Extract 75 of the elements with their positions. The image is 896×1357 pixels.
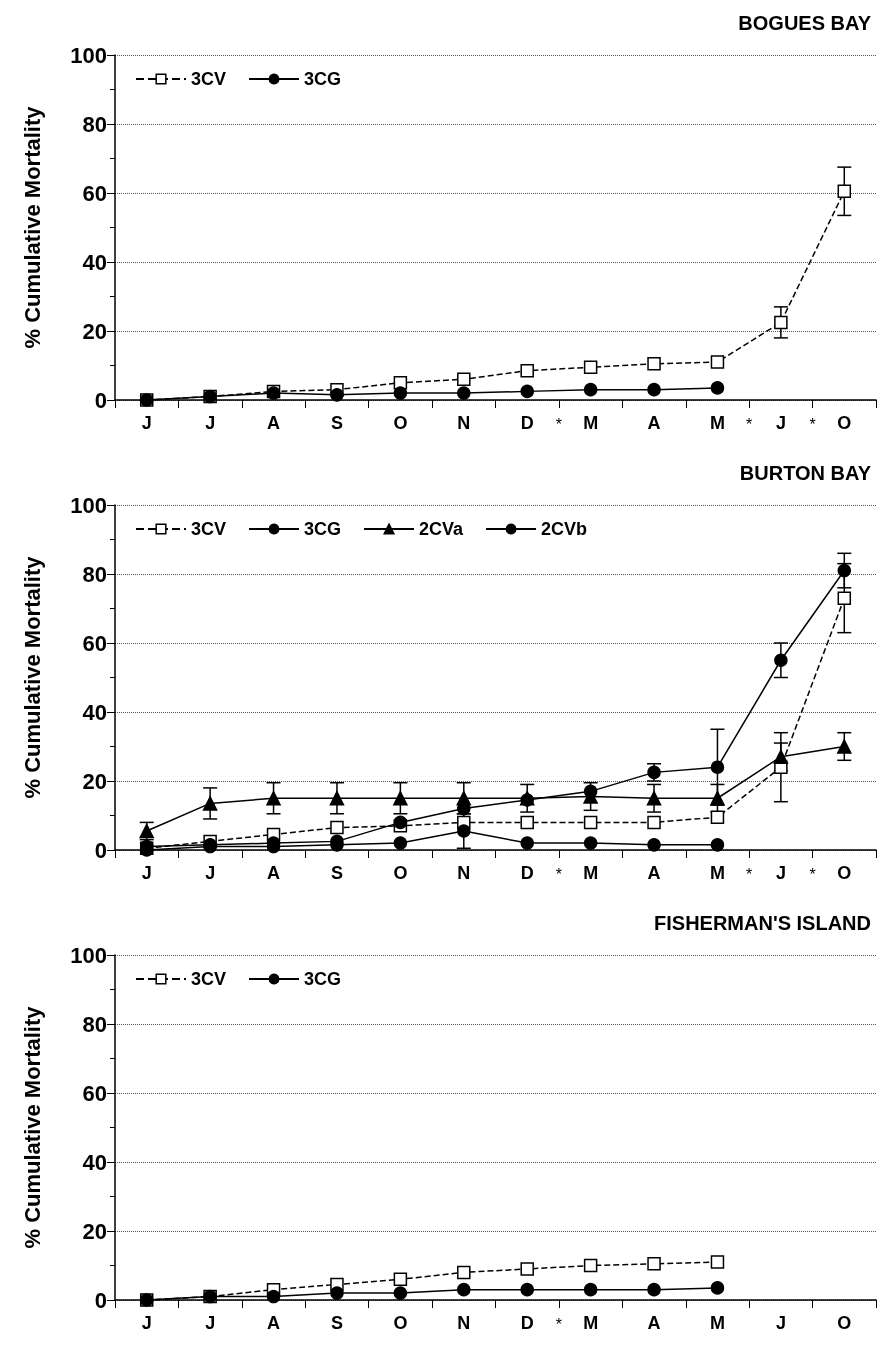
x-tick-label: N xyxy=(457,863,471,883)
x-tick-label: J xyxy=(775,413,786,433)
legend-label: 3CV xyxy=(191,69,227,89)
y-tick-label: 100 xyxy=(70,492,107,518)
legend-label: 2CVa xyxy=(419,519,465,539)
x-tick-label: J xyxy=(205,413,216,433)
y-axis-title: % Cumulative Mortality xyxy=(19,105,45,349)
x-tick-label: J xyxy=(775,863,786,883)
y-tick-label: 20 xyxy=(82,1218,107,1244)
x-tick-label: A xyxy=(647,413,661,433)
x-tick-label: S xyxy=(330,863,343,883)
x-tick-label: D xyxy=(520,863,534,883)
x-tick-label: O xyxy=(837,413,852,433)
y-tick-label: 0 xyxy=(94,837,107,863)
y-tick-label: 60 xyxy=(82,180,107,206)
x-tick-label: M xyxy=(709,413,725,433)
text: * xyxy=(555,1315,563,1333)
legend-label: 3CV xyxy=(191,969,227,989)
x-tick-label: O xyxy=(393,413,408,433)
legend-label: 2CVb xyxy=(541,519,588,539)
legend-label: 3CV xyxy=(191,519,227,539)
y-tick-label: 60 xyxy=(82,630,107,656)
text: * xyxy=(809,865,816,883)
x-tick-label: J xyxy=(141,863,152,883)
x-tick-label: O xyxy=(837,1313,852,1333)
legend-label: 3CG xyxy=(304,969,342,989)
x-tick-label: A xyxy=(647,863,661,883)
x-tick-label: N xyxy=(457,413,471,433)
x-tick-label: S xyxy=(330,413,343,433)
x-tick-label: M xyxy=(709,1313,725,1333)
y-axis-title: % Cumulative Mortality xyxy=(19,555,45,799)
x-tick-label: O xyxy=(393,863,408,883)
x-tick-label: D xyxy=(520,1313,534,1333)
x-tick-label: M xyxy=(583,1313,599,1333)
y-tick-label: 40 xyxy=(82,699,107,725)
text: * xyxy=(555,415,563,433)
y-tick-label: 20 xyxy=(82,318,107,344)
chart-title: FISHERMAN'S ISLAND xyxy=(654,912,871,934)
x-tick-label: S xyxy=(330,1313,343,1333)
x-tick-label: O xyxy=(393,1313,408,1333)
y-tick-label: 0 xyxy=(94,387,107,413)
x-tick-label: J xyxy=(205,863,216,883)
x-tick-label: D xyxy=(520,413,534,433)
x-tick-label: O xyxy=(837,863,852,883)
x-tick-label: M xyxy=(583,863,599,883)
text: * xyxy=(746,415,753,433)
x-tick-label: M xyxy=(583,413,599,433)
chart-title: BOGUES BAY xyxy=(738,12,872,34)
x-tick-label: J xyxy=(141,1313,152,1333)
y-tick-label: 60 xyxy=(82,1080,107,1106)
x-tick-label: A xyxy=(267,863,281,883)
x-tick-label: J xyxy=(775,1313,786,1333)
y-axis-title: % Cumulative Mortality xyxy=(19,1005,45,1249)
y-tick-label: 100 xyxy=(70,942,107,968)
y-tick-label: 40 xyxy=(82,1149,107,1175)
text: * xyxy=(746,865,753,883)
legend-label: 3CG xyxy=(304,69,342,89)
x-tick-label: A xyxy=(267,413,281,433)
legend-label: 3CG xyxy=(304,519,342,539)
y-tick-label: 80 xyxy=(82,561,107,587)
x-tick-label: N xyxy=(457,1313,471,1333)
text: * xyxy=(809,415,816,433)
y-tick-label: 80 xyxy=(82,111,107,137)
x-tick-label: A xyxy=(267,1313,281,1333)
y-tick-label: 100 xyxy=(70,42,107,68)
y-tick-label: 0 xyxy=(94,1287,107,1313)
chart-title: BURTON BAY xyxy=(739,462,872,484)
y-tick-label: 20 xyxy=(82,768,107,794)
text: * xyxy=(555,865,563,883)
y-tick-label: 40 xyxy=(82,249,107,275)
x-tick-label: J xyxy=(141,413,152,433)
y-tick-label: 80 xyxy=(82,1011,107,1037)
x-tick-label: A xyxy=(647,1313,661,1333)
x-tick-label: M xyxy=(709,863,725,883)
x-tick-label: J xyxy=(205,1313,216,1333)
